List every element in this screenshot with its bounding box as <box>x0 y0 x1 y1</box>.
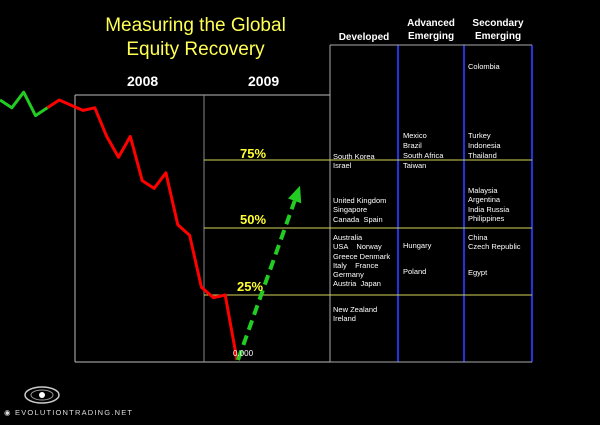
chart-title-line-1: Measuring the Global <box>105 15 286 36</box>
secondary-emerging-25-countries: China Czech Republic <box>468 233 521 252</box>
secondary-emerging-50-countries: Malaysia Argentina India Russia Philippi… <box>468 186 510 223</box>
brand-footer: ◉ EVOLUTIONTRADING.NET <box>4 408 134 417</box>
brand-text: EVOLUTIONTRADING.NET <box>15 408 134 417</box>
year-label-2008: 2008 <box>127 73 159 89</box>
column-header-developed: Developed <box>338 32 390 43</box>
decline-line <box>46 98 239 361</box>
developed-25-countries: Australia USA Norway Greece Denmark Ital… <box>333 233 391 289</box>
developed-75-countries: South Korea Israel <box>333 152 375 171</box>
secondary-emerging-top-countries: Colombia <box>468 62 500 71</box>
developed-50-countries: United Kingdom Singapore Canada Spain <box>333 196 387 224</box>
developed-0-countries: New Zealand Ireland <box>333 305 378 324</box>
level-label-25: 25% <box>237 279 264 294</box>
recovery-arrow <box>236 200 297 361</box>
recovery-arrow-head <box>288 185 302 204</box>
advanced-emerging-25-countries: Hungary Poland <box>403 241 432 276</box>
column-header-advanced-emerging: Advanced Emerging <box>407 18 455 42</box>
chart-title: Measuring the Global Equity Recovery <box>88 14 303 62</box>
year-label-2009: 2009 <box>248 73 280 89</box>
zero-label: 0.000 <box>233 349 254 358</box>
advanced-emerging-75-countries: Mexico Brazil South Africa Taiwan <box>403 131 444 170</box>
level-label-75: 75% <box>240 146 267 161</box>
secondary-emerging-25b-countries: Egypt <box>468 268 488 277</box>
level-label-50: 50% <box>240 212 267 227</box>
prior-trend-line <box>0 90 49 118</box>
secondary-emerging-75-countries: Turkey Indonesia Thailand <box>468 131 501 160</box>
column-header-secondary-emerging: Secondary Emerging <box>472 18 524 42</box>
evolution-trading-logo <box>24 386 60 404</box>
chart-title-line-2: Equity Recovery <box>126 39 265 60</box>
